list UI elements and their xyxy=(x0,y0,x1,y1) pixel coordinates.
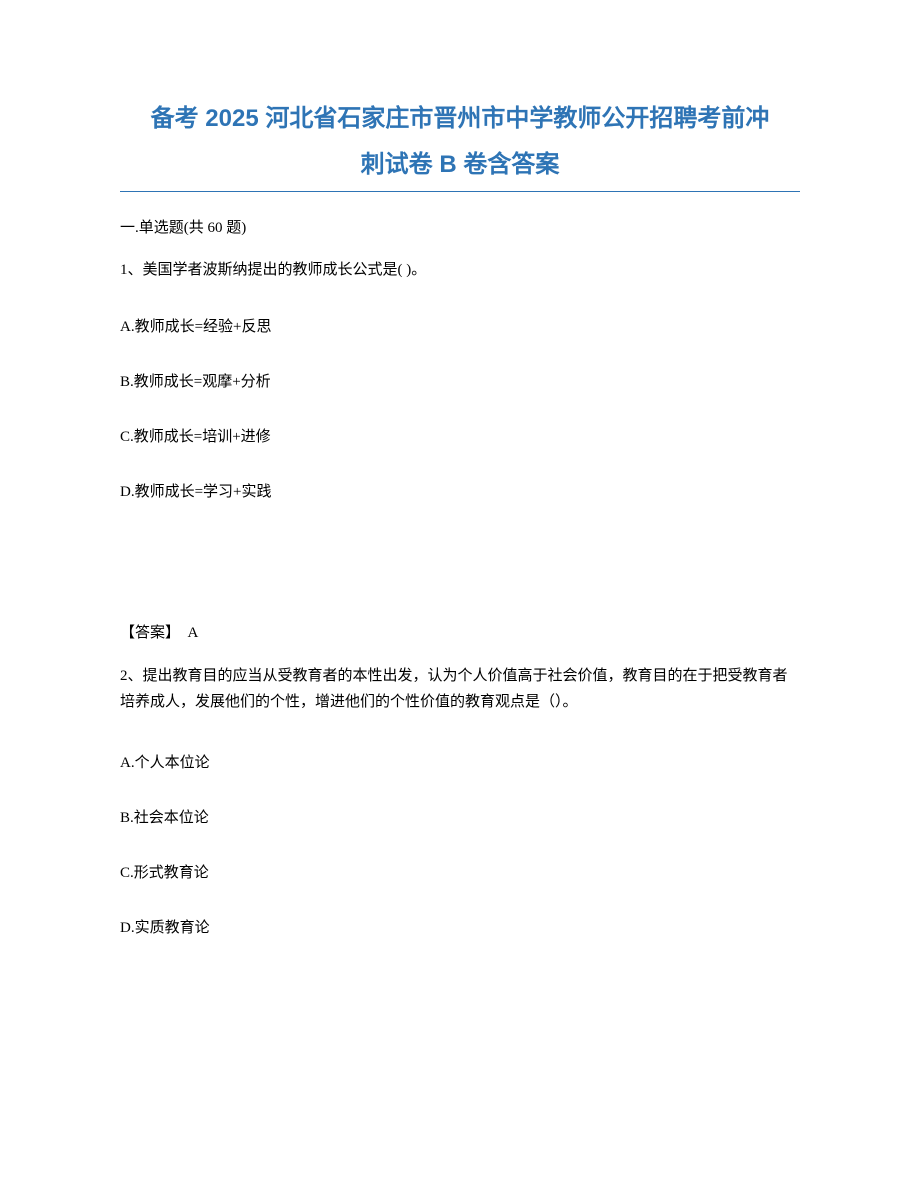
question-1-option-c: C.教师成长=培训+进修 xyxy=(120,425,800,446)
doc-title-line2: 刺试卷 B 卷含答案 xyxy=(120,146,800,184)
question-1-option-d: D.教师成长=学习+实践 xyxy=(120,480,800,501)
question-2-option-a: A.个人本位论 xyxy=(120,751,800,772)
question-1-text: 1、美国学者波斯纳提出的教师成长公式是( )。 xyxy=(120,259,800,282)
question-1-option-b: B.教师成长=观摩+分析 xyxy=(120,370,800,391)
question-1-option-a: A.教师成长=经验+反思 xyxy=(120,315,800,336)
question-2-option-d: D.实质教育论 xyxy=(120,916,800,937)
title-divider xyxy=(120,191,800,192)
question-1-answer: 【答案】 A xyxy=(120,625,198,641)
section-header: 一.单选题(共 60 题) xyxy=(120,216,800,237)
question-2-option-c: C.形式教育论 xyxy=(120,861,800,882)
question-2-option-b: B.社会本位论 xyxy=(120,806,800,827)
question-2-text: 2、提出教育目的应当从受教育者的本性出发，认为个人价值高于社会价值，教育目的在于… xyxy=(120,664,800,715)
doc-title-line1: 备考 2025 河北省石家庄市晋州市中学教师公开招聘考前冲 xyxy=(120,100,800,138)
